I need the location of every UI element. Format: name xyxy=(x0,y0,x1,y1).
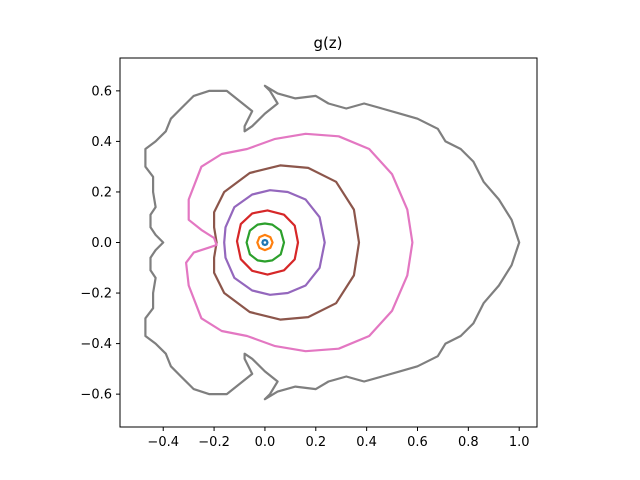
x-tick-label: −0.4 xyxy=(147,435,179,450)
y-tick-label: −0.6 xyxy=(80,388,112,403)
y-tick-label: −0.4 xyxy=(80,337,112,352)
y-tick-label: 0.6 xyxy=(91,84,112,99)
x-tick-label: 0.0 xyxy=(255,435,276,450)
series-curve-7 xyxy=(144,84,521,401)
x-tick-label: −0.2 xyxy=(198,435,230,450)
series-curve-1 xyxy=(256,233,274,252)
y-axis: −0.6 −0.4 −0.2 0.0 0.2 0.4 0.6 xyxy=(80,84,120,403)
series-curve-3 xyxy=(235,209,300,276)
x-tick-label: 0.2 xyxy=(305,435,326,450)
series-curve-4 xyxy=(223,189,326,296)
x-tick-label: 0.8 xyxy=(458,435,479,450)
chart-title: g(z) xyxy=(313,34,342,52)
series-curve-6 xyxy=(185,132,414,353)
y-tick-label: 0.4 xyxy=(91,135,112,150)
x-axis: −0.4 −0.2 0.0 0.2 0.4 0.6 0.8 1.0 xyxy=(147,427,530,450)
x-tick-label: 0.4 xyxy=(356,435,377,450)
plot-area xyxy=(144,84,521,401)
x-tick-label: 0.6 xyxy=(407,435,428,450)
x-tick-label: 1.0 xyxy=(509,435,530,450)
y-tick-label: −0.2 xyxy=(80,287,112,302)
series-curve-0 xyxy=(261,238,269,247)
series-curve-2 xyxy=(245,222,286,263)
y-tick-label: 0.0 xyxy=(91,236,112,251)
y-tick-label: 0.2 xyxy=(91,185,112,200)
